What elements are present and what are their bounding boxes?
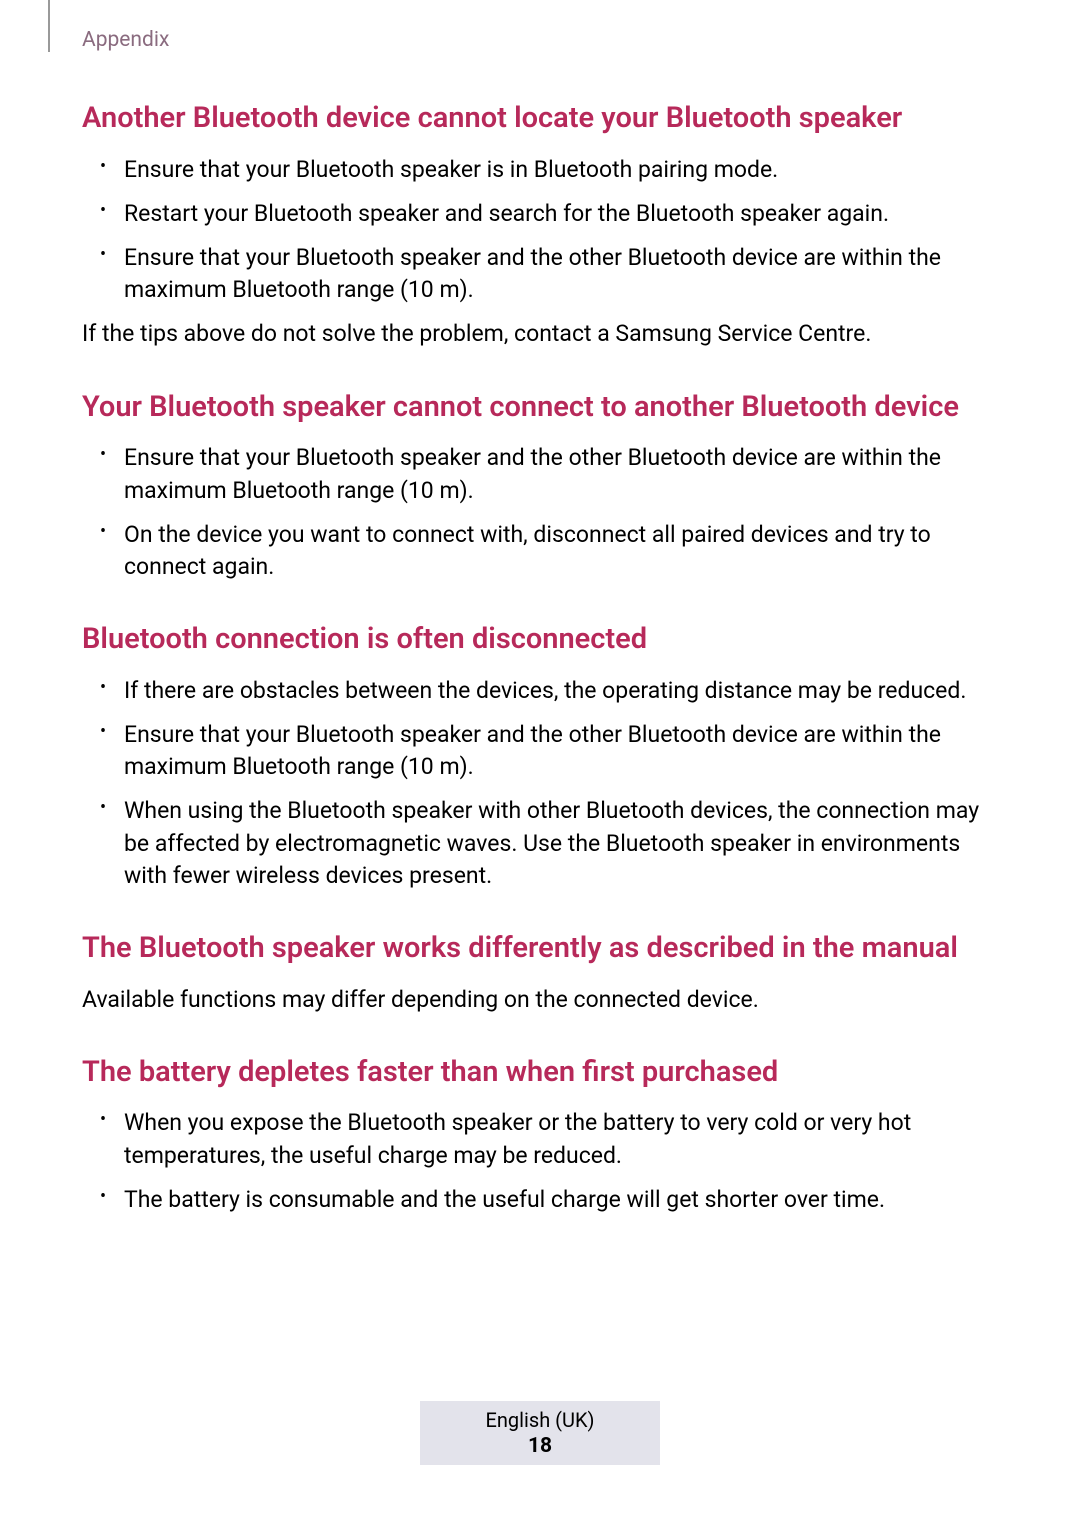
footer-language: English (UK) bbox=[486, 1408, 595, 1432]
bullet-list-4: When you expose the Bluetooth speaker or… bbox=[82, 1107, 998, 1216]
section-heading-1: Your Bluetooth speaker cannot connect to… bbox=[82, 389, 998, 427]
list-item: Ensure that your Bluetooth speaker and t… bbox=[82, 442, 998, 506]
list-item: When using the Bluetooth speaker with ot… bbox=[82, 795, 998, 892]
list-item: If there are obstacles between the devic… bbox=[82, 675, 998, 707]
list-item: When you expose the Bluetooth speaker or… bbox=[82, 1107, 998, 1171]
section-heading-2: Bluetooth connection is often disconnect… bbox=[82, 621, 998, 659]
section-heading-3: The Bluetooth speaker works differently … bbox=[82, 930, 998, 968]
bullet-list-0: Ensure that your Bluetooth speaker is in… bbox=[82, 154, 998, 307]
header-section-name: Appendix bbox=[82, 28, 169, 52]
list-item: Ensure that your Bluetooth speaker is in… bbox=[82, 154, 998, 186]
list-item: Restart your Bluetooth speaker and searc… bbox=[82, 198, 998, 230]
body-text-3: Available functions may differ depending… bbox=[82, 984, 998, 1016]
bullet-list-1: Ensure that your Bluetooth speaker and t… bbox=[82, 442, 998, 583]
bullet-list-2: If there are obstacles between the devic… bbox=[82, 675, 998, 892]
page-content: Another Bluetooth device cannot locate y… bbox=[82, 100, 998, 1228]
post-text-0: If the tips above do not solve the probl… bbox=[82, 318, 998, 350]
list-item: Ensure that your Bluetooth speaker and t… bbox=[82, 719, 998, 783]
list-item: On the device you want to connect with, … bbox=[82, 519, 998, 583]
header-rule bbox=[48, 0, 50, 52]
section-heading-4: The battery depletes faster than when fi… bbox=[82, 1054, 998, 1092]
list-item: The battery is consumable and the useful… bbox=[82, 1184, 998, 1216]
section-heading-0: Another Bluetooth device cannot locate y… bbox=[82, 100, 998, 138]
list-item: Ensure that your Bluetooth speaker and t… bbox=[82, 242, 998, 306]
page-footer: English (UK) 18 bbox=[420, 1401, 660, 1465]
footer-page-number: 18 bbox=[528, 1434, 552, 1458]
